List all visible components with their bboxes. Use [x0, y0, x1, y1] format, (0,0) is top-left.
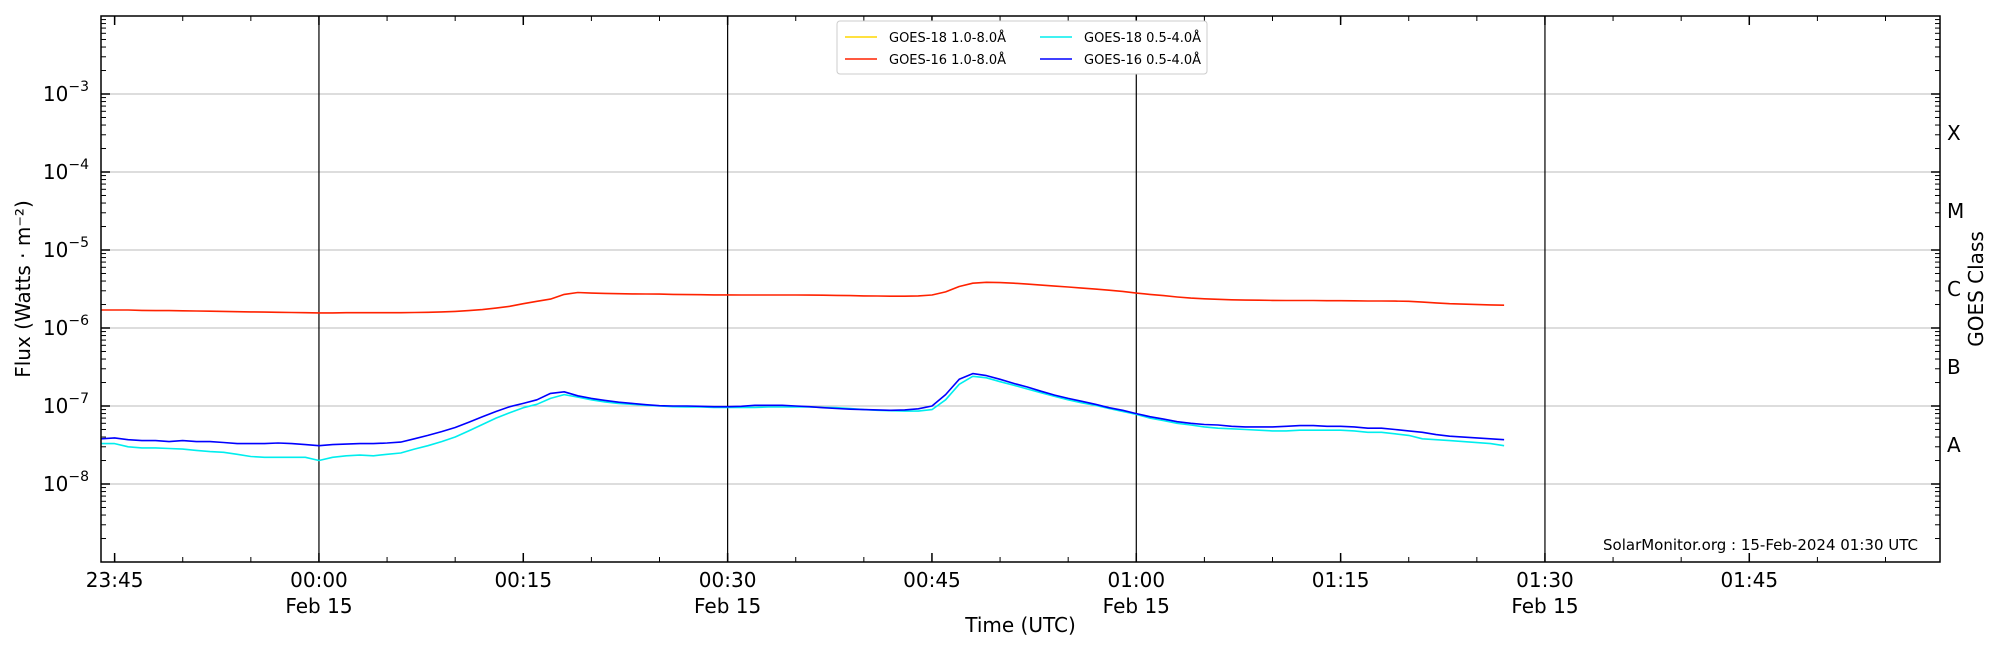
credit-text: SolarMonitor.org : 15-Feb-2024 01:30 UTC	[1603, 536, 1918, 554]
series-line-1	[101, 281, 1505, 314]
x-tick-date-label: Feb 15	[1511, 594, 1578, 618]
legend: GOES-18 1.0-8.0Å GOES-18 0.5-4.0Å GOES-16 …	[836, 20, 1208, 75]
x-tick-label: 01:30	[1516, 568, 1574, 592]
goes-class-label: C	[1947, 277, 1961, 301]
x-tick-label: 00:30	[699, 568, 757, 592]
x-tick-label: 00:15	[494, 568, 552, 592]
legend-label: GOES-16 1.0-8.0Å	[889, 52, 1006, 68]
y-tick-label: 10−7	[43, 391, 89, 418]
y-tick-label: 10−5	[43, 235, 89, 262]
series-line-2	[101, 375, 1505, 462]
series-line-3	[100, 372, 1505, 447]
y-tick-label: 10−8	[43, 469, 89, 496]
goes-class-label: X	[1947, 121, 1961, 145]
legend-label: GOES-16 0.5-4.0Å	[1084, 52, 1201, 68]
x-tick-date-label: Feb 15	[1103, 594, 1170, 618]
legend-box	[836, 20, 1208, 75]
legend-label: GOES-18 0.5-4.0Å	[1084, 30, 1201, 46]
goes-class-label: A	[1947, 433, 1961, 457]
y-tick-label: 10−4	[43, 157, 89, 184]
goes-class-label: M	[1947, 199, 1964, 223]
tick-layer	[101, 16, 1940, 562]
grid-layer	[101, 93, 1940, 485]
right-axis-title: GOES Class	[1964, 231, 1988, 347]
x-tick-label: 01:00	[1107, 568, 1165, 592]
x-tick-label: 23:45	[86, 568, 144, 592]
plot-frame	[100, 15, 1941, 563]
series-layer	[100, 281, 1505, 462]
y-axis-title: Flux (Watts · m⁻²)	[11, 200, 35, 378]
x-tick-label: 00:00	[290, 568, 348, 592]
x-axis-title: Time (UTC)	[964, 613, 1076, 637]
x-tick-date-label: Feb 15	[694, 594, 761, 618]
x-tick-label: 00:45	[903, 568, 961, 592]
y-tick-label: 10−3	[43, 79, 89, 106]
x-tick-date-label: Feb 15	[285, 594, 352, 618]
legend-label: GOES-18 1.0-8.0Å	[889, 30, 1006, 46]
x-tick-label: 01:15	[1312, 568, 1370, 592]
goes-class-label: B	[1947, 355, 1961, 379]
x-tick-label: 01:45	[1720, 568, 1778, 592]
day-marker-lines	[318, 16, 1546, 562]
y-tick-label: 10−6	[43, 313, 89, 340]
